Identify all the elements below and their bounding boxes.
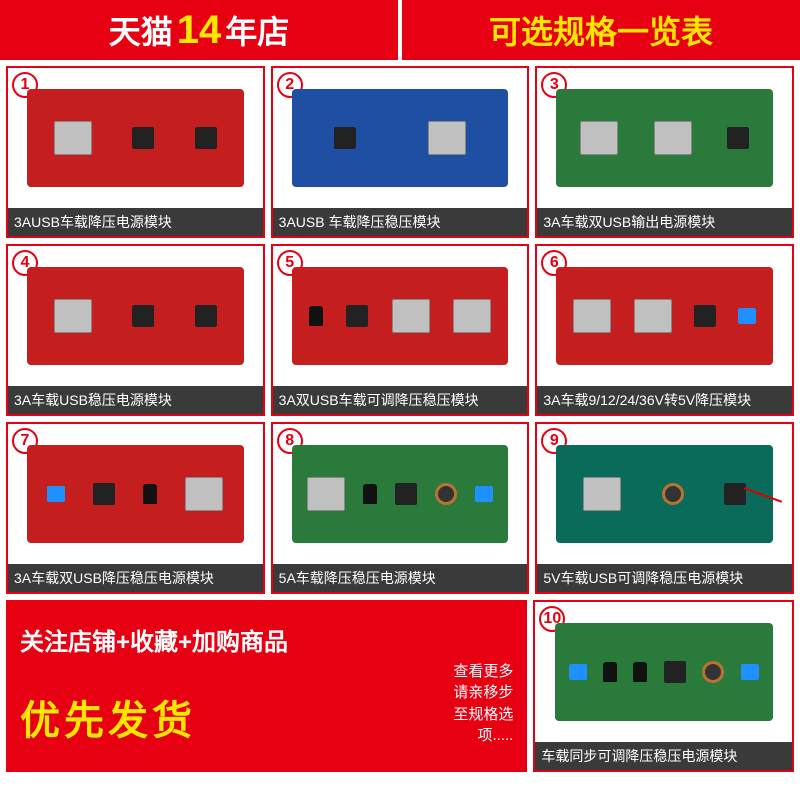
product-cell[interactable]: 33A车载双USB输出电源模块	[535, 66, 794, 238]
header-prefix: 天猫	[109, 7, 173, 53]
product-image	[537, 68, 792, 208]
promo-sub3: 至规格选	[453, 705, 513, 725]
product-image	[273, 246, 528, 386]
cell-caption: 3A车载双USB降压稳压电源模块	[8, 564, 263, 592]
promo-sub2: 请亲移步	[453, 683, 513, 703]
product-cell[interactable]: 53A双USB车载可调降压稳压模块	[271, 244, 530, 416]
cell-caption: 5V车载USB可调降稳压电源模块	[537, 564, 792, 592]
product-image	[273, 424, 528, 564]
product-image	[537, 246, 792, 386]
product-image	[8, 68, 263, 208]
header-right: 可选规格一览表	[398, 0, 800, 60]
product-grid: 13AUSB车载降压电源模块23AUSB 车载降压稳压模块33A车载双USB输出…	[0, 60, 800, 600]
product-cell[interactable]: 43A车载USB稳压电源模块	[6, 244, 265, 416]
product-cell[interactable]: 13AUSB车载降压电源模块	[6, 66, 265, 238]
cell-caption: 3A车载9/12/24/36V转5V降压模块	[537, 386, 792, 414]
cell-caption: 3A双USB车载可调降压稳压模块	[273, 386, 528, 414]
product-image	[273, 68, 528, 208]
product-cell[interactable]: 85A车载降压稳压电源模块	[271, 422, 530, 594]
product-cell[interactable]: 95V车载USB可调降稳压电源模块	[535, 422, 794, 594]
cell-caption: 3A车载USB稳压电源模块	[8, 386, 263, 414]
cell-caption: 3AUSB 车载降压稳压模块	[273, 208, 528, 236]
header-bar: 天猫 14 年店 可选规格一览表	[0, 0, 800, 60]
product-cell[interactable]: 23AUSB 车载降压稳压模块	[271, 66, 530, 238]
product-cell[interactable]: 63A车载9/12/24/36V转5V降压模块	[535, 244, 794, 416]
bottom-row: 关注店铺+收藏+加购商品 优先发货 查看更多 请亲移步 至规格选 项..... …	[0, 600, 800, 778]
promo-sub1: 查看更多	[453, 662, 513, 682]
header-number: 14	[177, 8, 222, 53]
promo-line1: 关注店铺+收藏+加购商品	[20, 626, 288, 660]
cell-caption: 5A车载降压稳压电源模块	[273, 564, 528, 592]
promo-banner: 关注店铺+收藏+加购商品 优先发货 查看更多 请亲移步 至规格选 项.....	[6, 600, 527, 772]
header-left: 天猫 14 年店	[0, 0, 398, 60]
product-image	[537, 424, 792, 564]
cell-caption: 3AUSB车载降压电源模块	[8, 208, 263, 236]
promo-big: 优先发货	[20, 688, 196, 746]
product-image	[535, 602, 792, 742]
product-image	[8, 424, 263, 564]
product-image	[8, 246, 263, 386]
cell-caption: 车载同步可调降压稳压电源模块	[535, 742, 792, 770]
cell-caption: 3A车载双USB输出电源模块	[537, 208, 792, 236]
product-cell[interactable]: 10车载同步可调降压稳压电源模块	[533, 600, 794, 772]
promo-sub4: 项.....	[453, 726, 513, 746]
header-suffix: 年店	[225, 7, 289, 53]
product-cell[interactable]: 73A车载双USB降压稳压电源模块	[6, 422, 265, 594]
